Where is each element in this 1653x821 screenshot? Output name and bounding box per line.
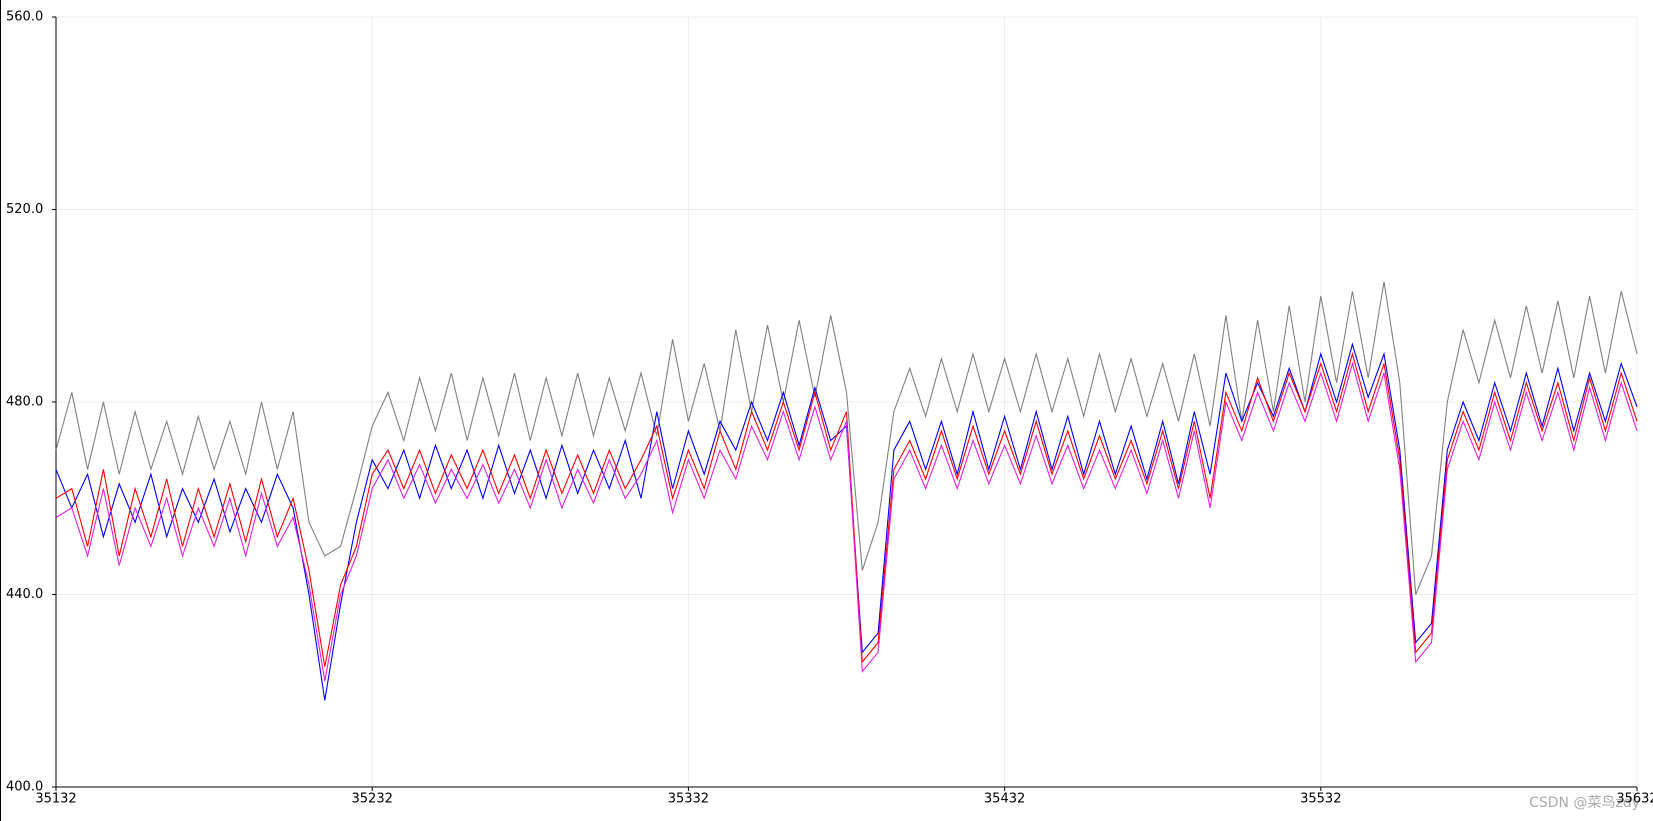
series-line xyxy=(55,281,1638,595)
y-tick-label: 560.0 xyxy=(6,10,43,25)
x-tick-label: 35632 xyxy=(1616,792,1653,807)
x-tick-label: 35332 xyxy=(668,792,709,807)
watermark: CSDN @菜鸟zdy xyxy=(1529,795,1640,811)
x-tick-label: 35232 xyxy=(352,792,393,807)
y-tick-label: 440.0 xyxy=(6,587,43,602)
series-line xyxy=(55,361,1638,682)
y-tick-label: 480.0 xyxy=(6,395,43,410)
x-tick-label: 35132 xyxy=(35,792,76,807)
y-tick-label: 520.0 xyxy=(6,202,43,217)
x-tick-label: 35532 xyxy=(1300,792,1341,807)
series-line xyxy=(55,351,1638,667)
x-tick-label: 35432 xyxy=(984,792,1025,807)
y-tick-label: 400.0 xyxy=(6,780,43,795)
